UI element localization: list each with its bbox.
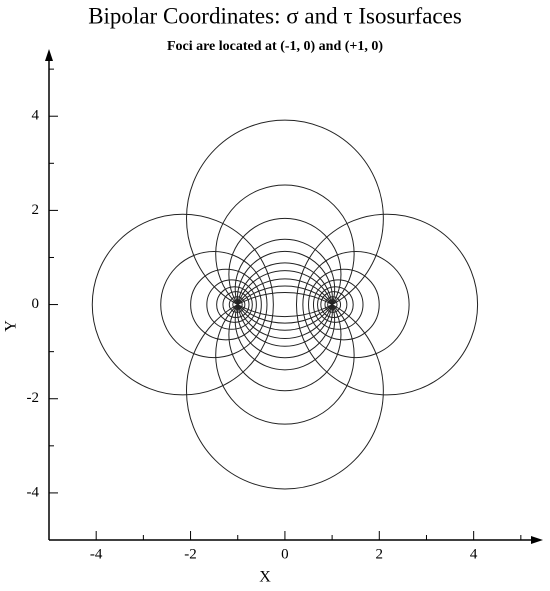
tau-circle xyxy=(216,286,253,323)
tau-circle xyxy=(232,299,243,310)
tau-circle xyxy=(327,299,338,310)
sigma-circle xyxy=(185,119,384,318)
y-tick-label: 2 xyxy=(32,202,40,218)
tau-circle xyxy=(206,279,257,330)
sigma-circle xyxy=(228,217,342,331)
sigma-circle xyxy=(234,270,336,371)
sigma-circle xyxy=(228,278,342,392)
x-axis-arrow xyxy=(531,536,543,544)
x-tick-label: -2 xyxy=(184,546,197,562)
tau-circle xyxy=(302,251,410,359)
tau-circle xyxy=(295,213,479,396)
y-axis-label: Y xyxy=(3,320,20,332)
sigma-circle xyxy=(234,238,336,340)
chart-title: Bipolar Coordinates: σ and τ Isosurfaces xyxy=(88,3,462,28)
sigma-circle xyxy=(236,262,333,359)
y-axis-arrow xyxy=(45,49,53,61)
tau-circle xyxy=(190,268,262,341)
tau-circle xyxy=(312,279,364,330)
sigma-circle xyxy=(215,285,355,425)
y-tick-label: -4 xyxy=(27,484,40,500)
tau-circle xyxy=(160,251,268,359)
y-tick-label: -2 xyxy=(27,390,40,406)
tau-circle xyxy=(317,286,354,323)
x-tick-label: -4 xyxy=(90,546,103,562)
tau-circle xyxy=(228,296,246,313)
sigma-circle xyxy=(215,184,355,324)
tau-circle xyxy=(222,291,250,319)
y-tick-label: 4 xyxy=(32,108,40,124)
x-tick-label: 2 xyxy=(376,546,384,562)
tau-circle xyxy=(320,291,348,319)
x-tick-label: 4 xyxy=(470,546,478,562)
x-axis-label: X xyxy=(259,569,271,586)
tau-circle xyxy=(308,268,380,341)
tau-circle xyxy=(324,296,342,313)
tau-circle xyxy=(91,213,274,396)
y-tick-label: 0 xyxy=(32,296,40,312)
sigma-circle xyxy=(236,250,333,347)
sigma-circle xyxy=(185,292,384,490)
x-tick-label: 0 xyxy=(281,546,289,562)
chart-subtitle: Foci are located at (-1, 0) and (+1, 0) xyxy=(167,39,383,54)
